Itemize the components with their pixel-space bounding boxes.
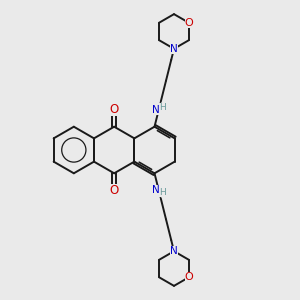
Text: N: N	[152, 105, 160, 115]
Text: O: O	[110, 103, 119, 116]
Text: H: H	[159, 103, 166, 112]
Text: O: O	[184, 18, 194, 28]
Text: N: N	[170, 44, 178, 54]
Text: O: O	[184, 272, 194, 282]
Text: N: N	[170, 246, 178, 256]
Text: N: N	[152, 185, 160, 195]
Text: H: H	[159, 188, 166, 197]
Text: O: O	[110, 184, 119, 197]
